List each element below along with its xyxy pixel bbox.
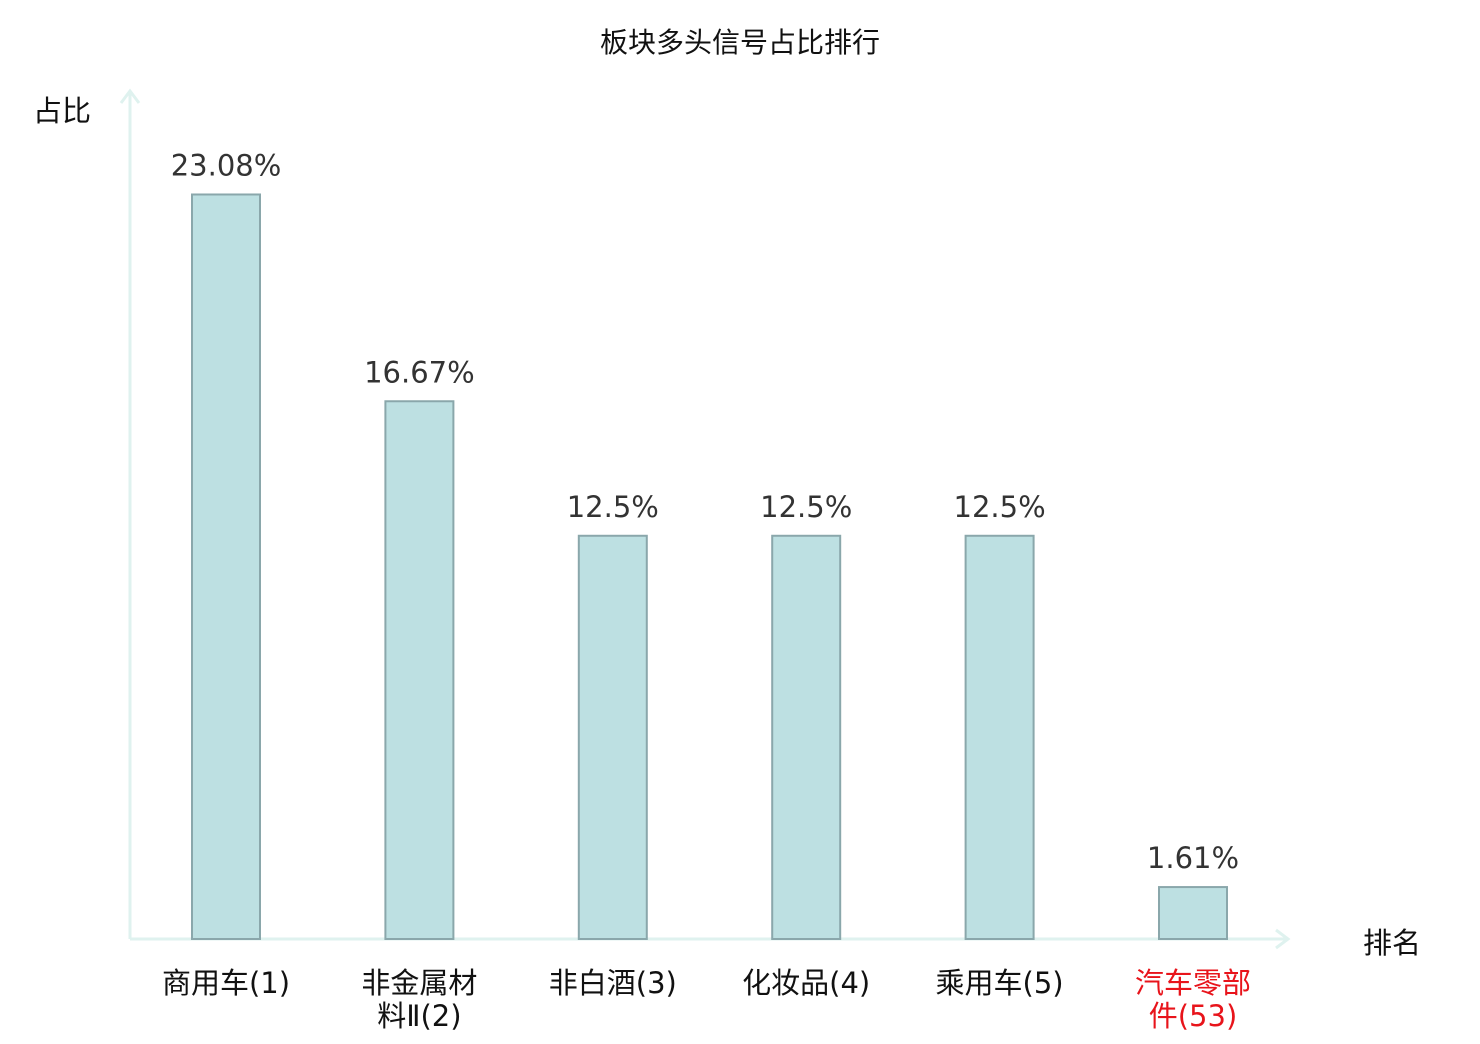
category-label: 件(53) xyxy=(1149,999,1238,1033)
category-label: 非金属材 xyxy=(361,966,477,1000)
bar xyxy=(964,534,1035,940)
value-label: 12.5% xyxy=(954,490,1046,524)
y-axis-label: 占比 xyxy=(33,94,91,128)
value-label: 16.67% xyxy=(364,355,475,389)
value-label: 23.08% xyxy=(171,148,282,182)
value-labels-group: 23.08% 16.67% 12.5% 12.5% 12.5% 1.61% xyxy=(171,148,1239,875)
category-label: 化妆品(4) xyxy=(742,966,870,1000)
category-label: 非白酒(3) xyxy=(549,966,677,1000)
x-axis-label: 排名 xyxy=(1363,926,1421,960)
bar xyxy=(384,400,455,940)
category-label: 料Ⅱ(2) xyxy=(377,999,461,1033)
category-label: 汽车零部 xyxy=(1135,966,1251,1000)
value-label: 1.61% xyxy=(1147,841,1239,875)
bar xyxy=(1158,886,1228,940)
category-label: 商用车(1) xyxy=(162,966,290,1000)
chart-title: 板块多头信号占比排行 xyxy=(600,26,880,59)
bar xyxy=(577,534,648,940)
axes xyxy=(119,88,1291,950)
bar xyxy=(771,534,842,940)
x-axis-arrow-icon xyxy=(1275,928,1291,950)
bars-group xyxy=(191,193,1228,940)
value-label: 12.5% xyxy=(567,490,659,524)
value-label: 12.5% xyxy=(760,490,852,524)
y-axis-arrow-icon xyxy=(119,88,141,104)
category-label: 乘用车(5) xyxy=(936,966,1064,1000)
bar xyxy=(191,193,261,940)
